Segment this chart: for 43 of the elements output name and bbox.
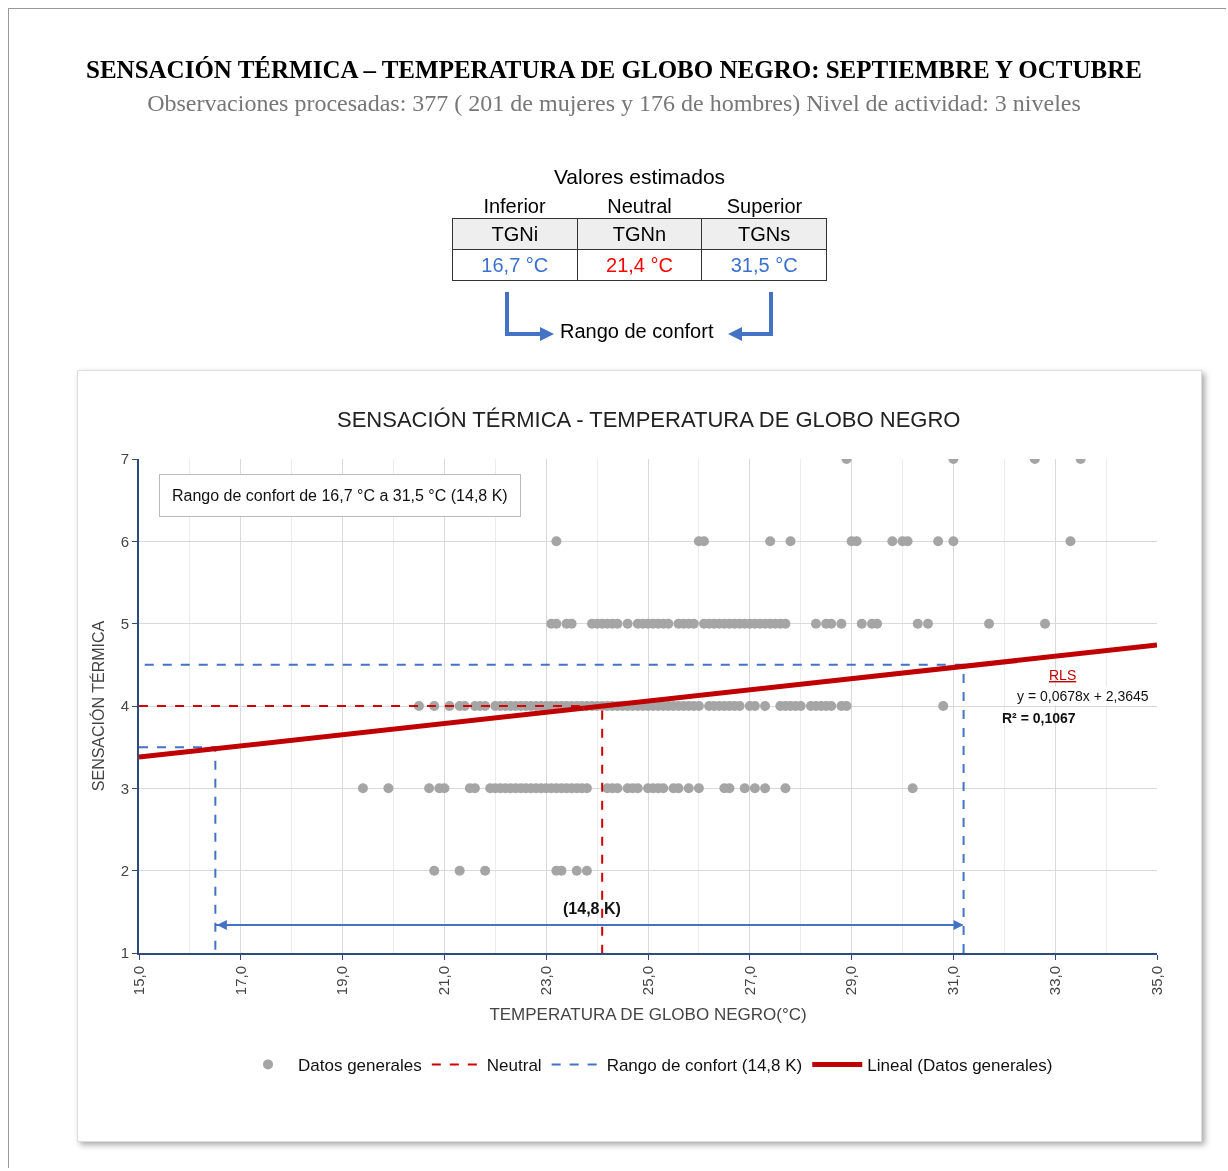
x-tick-label: 21,0 xyxy=(435,966,453,996)
text: Inferior xyxy=(482,195,547,218)
x-tick-label: 25,0 xyxy=(638,966,656,996)
text: Valores estimados xyxy=(552,165,727,189)
text: Neutral xyxy=(606,195,673,218)
y-tick-label: 3 xyxy=(120,779,129,797)
x-tick-label: 27,0 xyxy=(740,966,758,996)
annotation: Rango de confort de 16,7 °C a 31,5 °C (14,8 K) xyxy=(172,487,508,504)
y-tick-label: 7 xyxy=(120,450,129,468)
x-tick-label: 35,0 xyxy=(1147,966,1165,996)
x-tick-label: 19,0 xyxy=(333,966,351,996)
x-tick-label: 17,0 xyxy=(231,966,249,996)
text: TGNi xyxy=(452,218,578,250)
annotation: R² = 0,1067 xyxy=(1002,710,1076,726)
text: 31,5 °C xyxy=(701,249,827,281)
chart-title: SENSACIÓN TÉRMICA – TEMPERATURA DE GLOBO NEGRO: SEPTIEMBRE Y OCTUBRE xyxy=(85,56,1143,84)
x-axis-title: TEMPERATURA DE GLOBO NEGRO(°C) xyxy=(489,1005,807,1025)
y-tick-label: 2 xyxy=(120,861,129,879)
annotation: RLS xyxy=(1049,667,1077,683)
text: Superior xyxy=(725,195,804,218)
y-axis-title: SENSACIÓN TÉRMICA xyxy=(89,620,108,792)
text: 21,4 °C xyxy=(577,249,702,281)
x-tick-label: 33,0 xyxy=(1046,966,1064,996)
legend-label: Rango de confort (14,8 K) xyxy=(606,1056,803,1076)
text: TGNs xyxy=(701,218,827,250)
annotation: (14,8 K) xyxy=(563,900,621,917)
annotation: y = 0,0678x + 2,3645 xyxy=(1017,688,1149,704)
chart-subtitle: Observaciones procesadas: 377 ( 201 de mujeres y 176 de hombres) Nivel de actividad: 3 niveles xyxy=(146,90,1082,117)
y-tick-label: 4 xyxy=(120,697,129,715)
text: SENSACIÓN TÉRMICA - TEMPERATURA DE GLOBO NEGRO xyxy=(337,407,961,432)
x-tick-label: 29,0 xyxy=(842,966,860,996)
legend-label: Datos generales xyxy=(298,1056,422,1076)
text: 16,7 °C xyxy=(452,249,578,281)
legend-label: Neutral xyxy=(486,1056,542,1076)
x-tick-label: 15,0 xyxy=(129,966,147,996)
legend-label: Lineal (Datos generales) xyxy=(867,1056,1053,1076)
x-tick-label: 31,0 xyxy=(944,966,962,996)
text: TGNn xyxy=(577,218,702,250)
x-tick-label: 23,0 xyxy=(537,966,555,996)
y-tick-label: 1 xyxy=(120,944,129,962)
text: Rango de confort xyxy=(560,320,714,343)
y-tick-label: 5 xyxy=(120,614,129,632)
y-tick-label: 6 xyxy=(120,532,129,550)
